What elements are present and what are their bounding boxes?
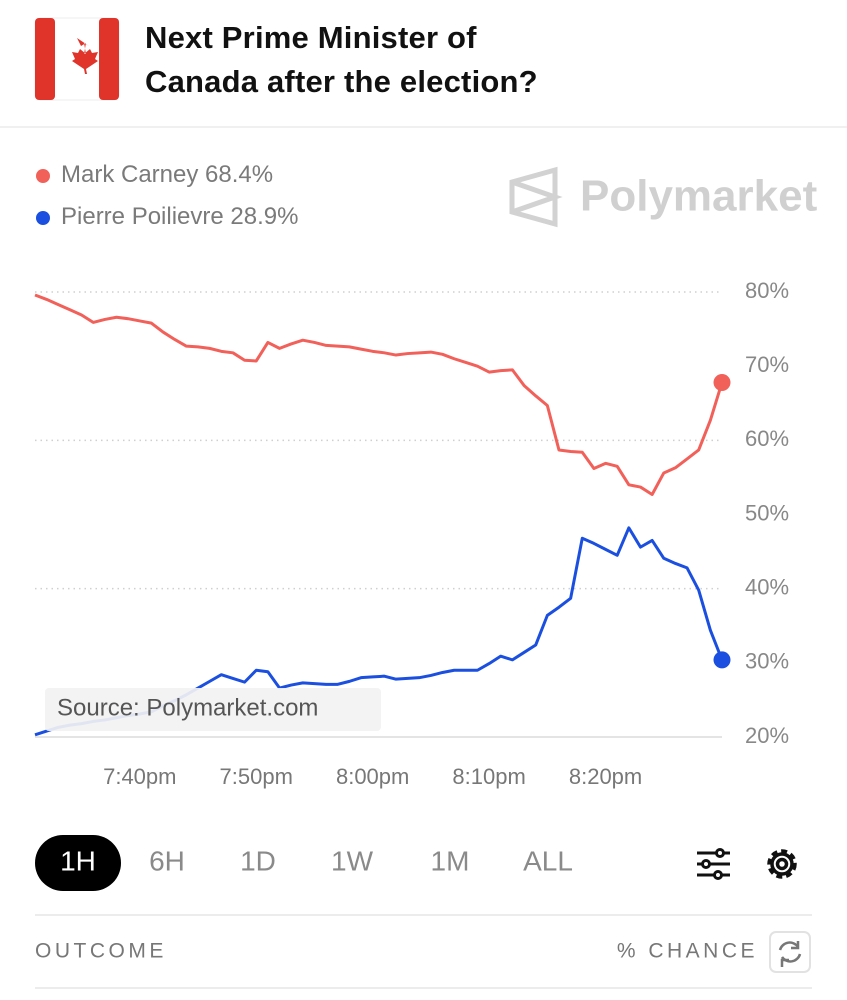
y-tick-label: 30% xyxy=(745,649,789,674)
timeframe-tab[interactable]: 1M xyxy=(431,845,470,876)
timeframe-tab[interactable]: 6H xyxy=(149,845,185,876)
legend-value: 68.4% xyxy=(205,161,273,188)
tab-active-bg xyxy=(35,835,121,891)
market-title: Next Prime Minister of Canada after the … xyxy=(145,20,538,99)
x-tick-label: 7:50pm xyxy=(220,764,293,789)
source-box xyxy=(45,688,381,731)
timeframe-tab[interactable]: 1W xyxy=(331,845,374,876)
legend-marker xyxy=(36,169,50,183)
x-tick-label: 8:10pm xyxy=(452,764,525,789)
chance-header: % CHANCE xyxy=(617,940,758,963)
legend-name: Mark Carney xyxy=(61,161,198,188)
y-tick-label: 60% xyxy=(745,426,789,451)
timeframe-tab[interactable]: 1H xyxy=(60,845,96,876)
legend-entry: Pierre Poilievre 28.9% xyxy=(61,203,298,230)
series-line xyxy=(34,293,724,496)
outcome-header: OUTCOME xyxy=(35,940,167,963)
legend-gap xyxy=(224,203,231,230)
brand-name: Polymarket xyxy=(580,172,818,221)
y-tick-label: 20% xyxy=(745,723,789,748)
y-tick-label: 70% xyxy=(745,352,789,377)
timeframe-tab[interactable]: ALL xyxy=(523,845,573,876)
end-point xyxy=(713,373,731,391)
legend-entry: Mark Carney 68.4% xyxy=(61,161,273,188)
y-tick-label: 80% xyxy=(745,278,789,303)
refresh-button[interactable] xyxy=(769,931,811,973)
legend-marker xyxy=(36,211,50,225)
legend-name: Pierre Poilievre xyxy=(61,203,224,230)
legend-gap xyxy=(198,161,205,188)
x-tick-label: 8:00pm xyxy=(336,764,409,789)
filter-icon[interactable] xyxy=(697,848,730,880)
flag-icon xyxy=(34,17,120,101)
brand-logo xyxy=(509,166,563,228)
end-point xyxy=(713,651,731,669)
timeframe-tab[interactable]: 1D xyxy=(240,845,276,876)
source-annotation: Source: Polymarket.com xyxy=(57,694,318,721)
settings-icon[interactable] xyxy=(767,849,797,879)
legend-value: 28.9% xyxy=(230,203,298,230)
x-tick-label: 8:20pm xyxy=(569,764,642,789)
y-tick-label: 50% xyxy=(745,500,789,525)
y-tick-label: 40% xyxy=(745,574,789,599)
x-tick-label: 7:40pm xyxy=(103,764,176,789)
